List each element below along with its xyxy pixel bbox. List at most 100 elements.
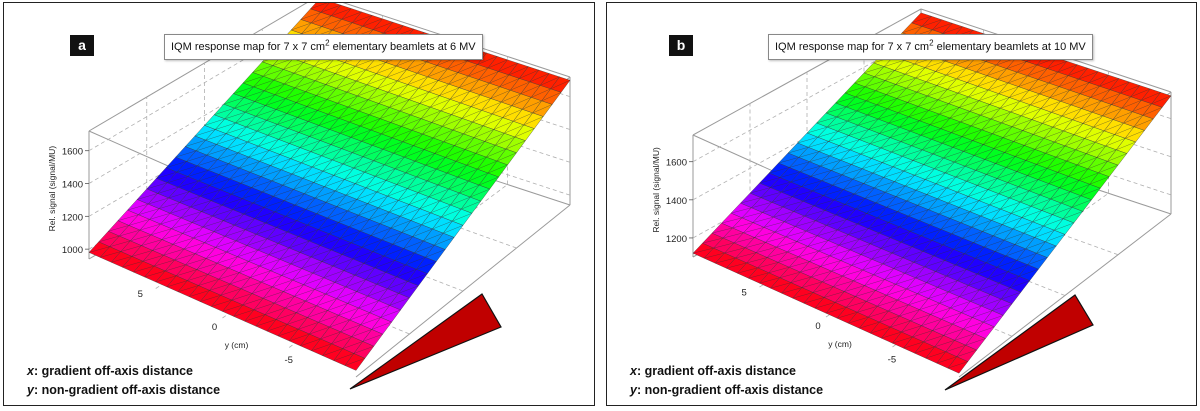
mesh-diagonal <box>734 237 755 244</box>
mesh-diagonal <box>1030 97 1051 106</box>
mesh-diagonal <box>919 213 940 221</box>
mesh-diagonal <box>1013 221 1033 230</box>
mesh-diagonal <box>224 112 246 120</box>
mesh-diagonal <box>896 91 917 99</box>
mesh-diagonal <box>321 148 342 156</box>
mesh-diagonal <box>792 292 814 299</box>
mesh-diagonal <box>859 322 880 329</box>
mesh-diagonal <box>347 203 368 212</box>
mesh-diagonal <box>382 141 403 150</box>
mesh-diagonal <box>787 147 809 154</box>
mesh-diagonal <box>214 108 235 115</box>
mesh-diagonal <box>318 118 339 126</box>
mesh-diagonal <box>960 115 981 123</box>
mesh-diagonal <box>156 171 177 179</box>
mesh-diagonal <box>313 175 334 183</box>
mesh-diagonal <box>797 137 818 144</box>
mesh-diagonal <box>908 110 929 117</box>
mesh-diagonal <box>966 262 987 270</box>
mesh-diagonal <box>1091 104 1112 113</box>
mesh-diagonal <box>304 186 325 194</box>
mesh-diagonal <box>1031 112 1052 120</box>
mesh-diagonal <box>298 125 319 133</box>
mesh-diagonal <box>1132 103 1152 112</box>
mesh-diagonal <box>826 219 847 226</box>
mesh-diagonal <box>463 125 484 135</box>
mesh-diagonal <box>781 287 803 294</box>
mesh-diagonal <box>356 284 377 292</box>
mesh-diagonal <box>941 312 962 320</box>
mesh-diagonal <box>309 233 330 242</box>
mesh-diagonal <box>174 253 196 261</box>
chart-panel-b: 1200 1400 1600 Rel. signal (signal/MU) 5 0 -5 y… <box>606 2 1197 406</box>
mesh-diagonal <box>901 235 922 243</box>
mesh-diagonal <box>746 257 768 264</box>
mesh-diagonal <box>1009 190 1030 199</box>
legend-y-description: y: non-gradient off-axis distance <box>630 383 823 397</box>
mesh-diagonal <box>972 133 993 141</box>
mesh-diagonal <box>879 315 900 323</box>
mesh-diagonal <box>899 220 920 228</box>
mesh-diagonal <box>133 265 155 273</box>
chart-title-superscript: 2 <box>929 38 934 48</box>
mesh-diagonal <box>963 322 984 330</box>
mesh-diagonal <box>831 265 852 272</box>
mesh-diagonal <box>372 137 393 146</box>
mesh-diagonal <box>184 242 205 250</box>
mesh-diagonal <box>990 287 1010 295</box>
mesh-diagonal <box>855 202 877 210</box>
mesh-diagonal <box>944 253 965 261</box>
mesh-diagonal <box>1020 194 1040 203</box>
mesh-diagonal <box>398 192 419 201</box>
mesh-diagonal <box>921 19 942 27</box>
mesh-diagonal <box>349 312 370 321</box>
mesh-diagonal <box>813 199 835 206</box>
mesh-diagonal <box>186 154 207 162</box>
z-tick-label: 1200 <box>666 234 687 245</box>
mesh-diagonal <box>880 141 901 149</box>
mesh-diagonal <box>866 94 887 102</box>
mesh-diagonal <box>321 254 343 262</box>
mesh-diagonal <box>1120 85 1140 94</box>
mesh-diagonal <box>499 78 520 87</box>
mesh-diagonal <box>858 118 879 126</box>
mesh-diagonal <box>730 207 752 214</box>
mesh-diagonal <box>984 240 1005 248</box>
mesh-diagonal <box>1021 108 1041 116</box>
mesh-diagonal <box>901 325 922 333</box>
mesh-diagonal <box>818 245 840 252</box>
mesh-diagonal <box>293 182 314 190</box>
mesh-diagonal <box>964 246 985 254</box>
mesh-diagonal <box>414 153 435 162</box>
mesh-diagonal <box>220 288 242 296</box>
mesh-diagonal <box>976 64 997 73</box>
mesh-diagonal <box>1034 141 1055 150</box>
mesh-diagonal <box>320 133 341 141</box>
mesh-diagonal <box>437 177 458 186</box>
mesh-diagonal <box>877 299 898 307</box>
mesh-diagonal <box>394 252 415 261</box>
mesh-diagonal <box>245 222 266 230</box>
mesh-diagonal <box>321 19 342 27</box>
mesh-diagonal <box>1089 74 1109 83</box>
mesh-diagonal <box>371 227 392 236</box>
mesh-diagonal <box>969 204 990 212</box>
mesh-diagonal <box>250 165 271 173</box>
mesh-diagonal <box>892 160 914 167</box>
mesh-diagonal <box>331 8 352 16</box>
mesh-diagonal <box>1011 206 1031 214</box>
mesh-diagonal <box>1039 187 1060 196</box>
mesh-diagonal <box>298 229 319 237</box>
mesh-diagonal <box>854 76 875 84</box>
mesh-diagonal <box>312 159 333 168</box>
mesh-diagonal <box>916 85 937 93</box>
mesh-diagonal <box>338 110 359 119</box>
mesh-diagonal <box>502 109 523 118</box>
mesh-diagonal <box>446 165 467 174</box>
mesh-diagonal <box>1027 68 1048 77</box>
mesh-diagonal <box>859 133 880 140</box>
legend-x-text: : gradient off-axis distance <box>33 364 194 378</box>
mesh-diagonal <box>1059 79 1079 87</box>
box-edge <box>355 204 571 378</box>
mesh-diagonal <box>999 276 1019 284</box>
